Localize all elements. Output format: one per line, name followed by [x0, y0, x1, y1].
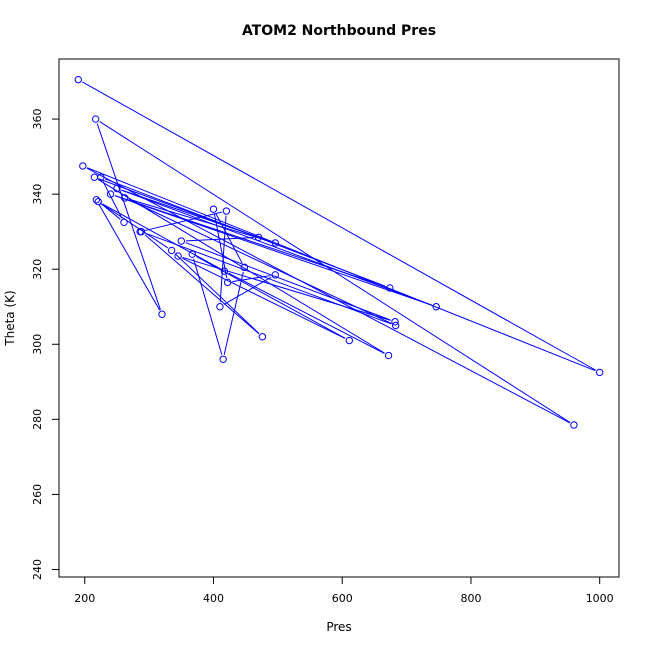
data-point: [177, 237, 185, 245]
series-lines: [82, 81, 596, 424]
series-segment: [96, 123, 161, 310]
series-segment: [213, 213, 228, 278]
data-point: [74, 75, 83, 84]
y-tick-label: 240: [31, 559, 44, 580]
data-point: [209, 205, 218, 213]
series-segment: [182, 256, 391, 321]
y-tick-label: 340: [31, 184, 44, 205]
x-tick-label: 1000: [586, 592, 614, 605]
y-tick-label: 360: [31, 109, 44, 130]
data-point: [386, 284, 394, 292]
series-segment: [228, 272, 385, 354]
data-point: [158, 310, 166, 318]
series-segment: [196, 256, 346, 339]
series-segment: [86, 167, 571, 424]
series-segment: [215, 213, 243, 264]
data-point: [120, 218, 128, 226]
series-segment: [102, 181, 123, 219]
series-segment: [102, 203, 221, 270]
data-point: [391, 318, 399, 326]
data-point: [222, 207, 231, 215]
series-segment: [98, 203, 161, 311]
series-segment: [121, 189, 432, 306]
y-tick-label: 320: [31, 259, 44, 280]
series-segment: [98, 178, 255, 237]
x-tick-label: 400: [203, 592, 224, 605]
series-segment: [128, 199, 392, 324]
data-point: [94, 197, 102, 206]
series-segment: [219, 215, 227, 303]
series-segment: [174, 253, 260, 334]
y-tick-label: 260: [31, 484, 44, 505]
series-segment: [193, 258, 223, 355]
series-segment: [144, 211, 222, 232]
series-segment: [232, 275, 271, 283]
data-point: [79, 162, 87, 170]
data-point: [384, 351, 393, 360]
data-point: [271, 239, 279, 247]
series-segment: [223, 271, 244, 355]
data-point: [90, 173, 99, 181]
data-point: [223, 278, 232, 287]
data-point: [391, 321, 400, 330]
y-tick-label: 300: [31, 334, 44, 355]
data-point: [220, 267, 229, 275]
y-axis-ticks: 240 260 280 300 320 340 360: [31, 109, 59, 580]
data-point: [216, 303, 224, 311]
x-tick-label: 800: [460, 592, 481, 605]
data-point: [345, 336, 353, 345]
series-segment: [129, 198, 271, 243]
data-point: [432, 303, 440, 311]
x-tick-label: 200: [74, 592, 95, 605]
series-segment: [144, 234, 260, 335]
series-segment: [82, 81, 596, 371]
series-points: [74, 75, 604, 429]
x-axis-ticks: 200 400 600 800 1000: [74, 577, 614, 605]
data-point: [120, 194, 129, 202]
x-axis-label: Pres: [326, 620, 351, 634]
data-point: [91, 115, 100, 123]
data-point: [240, 263, 249, 272]
data-point: [219, 355, 227, 363]
data-point: [188, 250, 196, 258]
y-tick-label: 280: [31, 409, 44, 430]
data-point: [254, 233, 263, 241]
data-point: [570, 421, 578, 429]
plot-frame: [58, 58, 620, 578]
series-segment: [101, 203, 169, 249]
series-segment: [185, 237, 254, 242]
series-segment: [223, 276, 272, 305]
data-point: [106, 190, 115, 198]
data-point: [258, 333, 267, 341]
data-point: [271, 271, 279, 279]
chart-title: ATOM2 Northbound Pres: [242, 23, 436, 39]
data-point: [167, 246, 176, 255]
data-point: [113, 184, 121, 193]
series-segment: [182, 257, 346, 339]
x-tick-label: 600: [332, 592, 353, 605]
series-segment: [185, 242, 391, 321]
data-point: [92, 196, 101, 204]
data-point: [136, 227, 144, 236]
data-point: [595, 368, 604, 377]
data-point: [174, 252, 182, 260]
series-segment: [114, 195, 432, 306]
y-axis-label: Theta (K): [3, 290, 17, 346]
